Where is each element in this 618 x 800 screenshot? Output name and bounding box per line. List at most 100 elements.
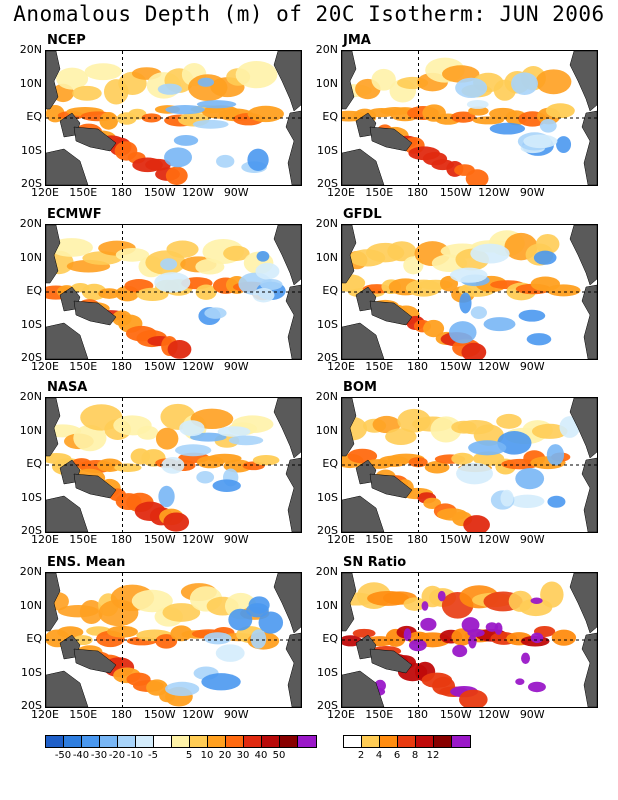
panel-title: NASA (47, 380, 88, 395)
lat-label: 10N (315, 76, 338, 90)
anomaly-region (430, 416, 462, 443)
lon-label: 120W (478, 360, 510, 373)
anomaly-region (173, 134, 199, 146)
anomaly-region (546, 284, 581, 297)
land-mass (581, 110, 597, 185)
anomaly-region (164, 147, 192, 168)
lat-label: 10S (21, 665, 42, 679)
lat-label: 20S (317, 351, 338, 364)
land-mass (46, 225, 61, 284)
land-mass (46, 322, 89, 359)
lon-label: 150W (439, 708, 472, 721)
anomaly-region (98, 288, 121, 299)
colorbar-label: 6 (393, 750, 401, 761)
anomaly-region (518, 309, 546, 322)
land-mass (581, 284, 597, 359)
land-mass (569, 398, 597, 459)
anomaly-region (455, 77, 488, 98)
anomaly-region (472, 451, 505, 466)
field-layer (342, 230, 581, 359)
lat-label: 20N (19, 565, 42, 578)
map-panel-gfdl (341, 224, 598, 360)
anomaly-region (461, 617, 480, 633)
land-mass (342, 670, 385, 707)
colorbar-swatch (82, 736, 100, 747)
lat-label: 10S (21, 143, 42, 157)
land-mass (342, 322, 385, 359)
lon-label: 90W (223, 360, 249, 373)
field-layer (46, 583, 284, 707)
map-panel-ncep (45, 50, 302, 186)
anomaly-region (466, 99, 489, 109)
lon-label: 150W (143, 186, 176, 199)
lon-label: 150E (365, 186, 394, 199)
land-mass (342, 51, 357, 110)
colorbar-swatch (190, 736, 208, 747)
lat-label: 10N (19, 598, 42, 612)
land-mass (285, 457, 301, 532)
lat-label: 20S (21, 524, 42, 537)
lat-label: 10S (21, 317, 42, 331)
colorbar-swatch (398, 736, 416, 747)
colorbar-label: -30 (90, 750, 108, 761)
panel-title: ENS. Mean (47, 555, 126, 570)
anomaly-region (423, 319, 445, 338)
lat-label: 10N (315, 423, 338, 437)
anomaly-region (57, 626, 84, 638)
anomaly-region (456, 462, 494, 485)
anomaly-region (258, 611, 284, 634)
lat-label: EQ (26, 457, 42, 470)
anomaly-region (228, 435, 264, 446)
colorbar-label: 40 (254, 750, 268, 761)
anomaly-map (46, 225, 301, 359)
land-mass (369, 648, 413, 674)
land-mass (342, 573, 357, 632)
anomaly-region (496, 413, 522, 429)
land-mass (273, 225, 301, 286)
anomaly-region (459, 292, 472, 314)
map-panel-nasa (45, 397, 302, 533)
anomaly-region (468, 440, 507, 456)
anomaly-region (530, 597, 543, 605)
lon-label: 120E (327, 360, 355, 373)
lat-label: 10N (315, 598, 338, 612)
lat-label: 10N (19, 250, 42, 264)
anomaly-region (385, 428, 417, 445)
anomaly-region (165, 104, 205, 115)
land-mass (73, 473, 117, 499)
colorbar-swatch (244, 736, 262, 747)
anomaly-region (372, 415, 401, 434)
colorbar-swatch (208, 736, 226, 747)
lon-label: 150W (143, 360, 176, 373)
anomaly-region (461, 342, 487, 359)
lat-label: 20S (317, 177, 338, 190)
anomaly-region (470, 306, 487, 320)
anomaly-region (420, 617, 437, 631)
land-mass (46, 148, 89, 185)
anomaly-region (545, 103, 575, 119)
anomaly-region (201, 673, 241, 691)
lon-label: 120W (478, 186, 510, 199)
lon-label: 180 (111, 708, 132, 721)
anomaly-region (247, 105, 284, 123)
anomaly-region (535, 69, 572, 95)
map-panel-bom (341, 397, 598, 533)
land-mass (46, 495, 89, 532)
land-mass (342, 398, 357, 457)
anomaly-region (449, 267, 488, 283)
lat-label: EQ (322, 632, 338, 645)
anomaly-region (408, 639, 427, 652)
colorbar-swatch (100, 736, 118, 747)
lon-label: 120E (327, 533, 355, 546)
anomaly-region (190, 432, 227, 442)
lat-label: 10S (317, 317, 338, 331)
land-mass (569, 51, 597, 112)
colorbar-label: 10 (200, 750, 214, 761)
colorbar-label: -5 (148, 750, 158, 761)
anomaly-region (114, 463, 142, 472)
anomaly-region (465, 169, 489, 185)
land-mass (369, 126, 413, 152)
anomaly-region (260, 278, 283, 290)
land-mass (46, 398, 61, 457)
lon-label: 150E (69, 708, 98, 721)
